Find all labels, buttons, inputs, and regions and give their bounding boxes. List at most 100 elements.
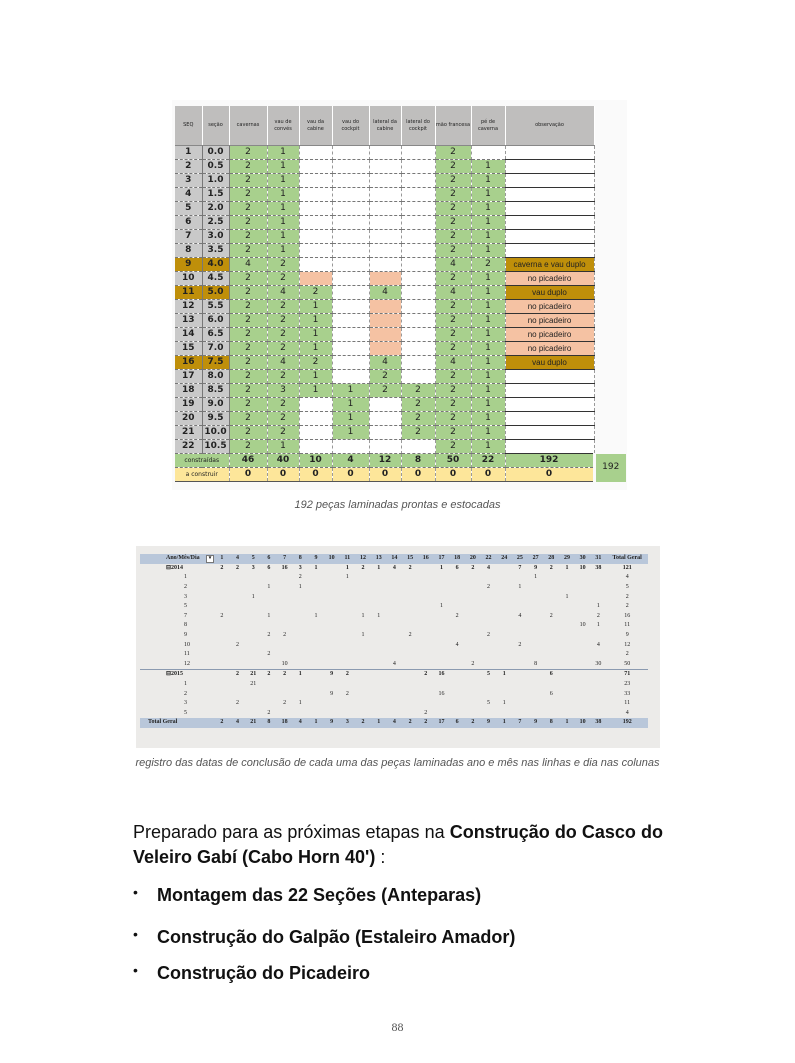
pivot-cell: 2 [402,718,418,728]
table-cell: 8 [175,243,203,258]
pivot-cell [496,689,512,699]
pivot-cell [245,660,261,670]
table-cell: 2 [435,369,472,384]
table-cell: 2 [229,299,268,314]
pivot-cell [355,621,371,631]
table-row: 16 7.5 2 4 2 4 4 1 vau duplo [175,355,626,370]
table-cell: 1 [471,355,506,370]
table-cell [401,201,436,216]
observation-cell [505,397,595,412]
pivot-cell: 2 [283,632,287,639]
pivot-cell [434,680,450,690]
spacer-cell [206,631,214,641]
pivot-cell [512,592,528,602]
spacer-cell [594,342,626,356]
row-label: 12 [140,660,206,670]
row-label-text: 2 [184,690,187,697]
pivot-cell: 2 [417,718,434,728]
table-cell [369,229,402,244]
total-cell: 4 [332,453,370,468]
pivot-cell [308,640,324,650]
pivot-cell [418,660,434,670]
column-header: lateral do cockpit [401,106,436,146]
pivot-cell [387,621,403,631]
pivot-cell [277,592,293,602]
table-cell: 2 [435,411,472,426]
table-cell: 2 [229,411,268,426]
table-cell: 2 [175,159,203,174]
spacer-cell [206,592,214,602]
table-cell [369,173,402,188]
pivot-cell [261,621,277,631]
table-cell [369,271,402,286]
body-text: Preparado para as próximas etapas na Con… [133,820,663,984]
pivot-cell [465,583,481,593]
pivot-cell [559,650,575,660]
table-cell [401,439,436,454]
pivot-cell [402,592,418,602]
pivot-header-row: Ano/Mês/Dia ▾ 1 4 5 6 7 8 9 10 11 12 13 14 15 16 17 18 20 2… [140,554,649,564]
row-label-text: ⊟2015 [166,671,184,678]
pivot-cell: 16 [281,564,288,571]
pivot-cell [230,612,246,622]
spacer-cell [594,440,626,454]
pivot-cell [261,640,277,650]
spacer-cell [594,160,626,174]
pivot-cell: 9 [323,669,340,680]
table-cell: 4 [267,285,300,300]
pivot-cell [559,680,575,690]
table-cell [401,327,436,342]
pivot-cell [591,699,607,709]
pieces-table-image: SEQ seção cavernas vau de convés vau da cabi… [172,100,627,490]
filter-button[interactable]: ▾ [206,554,214,564]
observation-cell: vau duplo [505,285,595,300]
pivot-cell [512,660,528,670]
table-row: 15 7.0 2 2 1 2 1 no picadeiro [175,341,626,356]
table-cell: 2 [435,439,472,454]
total-cell: 10 [299,453,333,468]
table-cell [299,201,333,216]
day-header: 14 [386,554,403,564]
table-cell: 2 [229,439,268,454]
table-cell [401,159,436,174]
pivot-cell: 18 [276,718,293,728]
pivot-cell: 2 [465,718,481,728]
pivot-cell: 2 [361,564,365,571]
pivot-cell [277,602,293,612]
pivot-cell: 9 [480,718,497,728]
pivot-cell: 1 [308,718,324,728]
pivot-cell [261,660,277,670]
pivot-cell [402,612,418,622]
pivot-cell [418,699,434,709]
spacer-cell [594,314,626,328]
pivot-row: 1 2 1 1 4 [140,573,648,583]
pivot-cell [496,640,512,650]
table-cell [471,145,506,160]
table-cell: 2 [229,187,268,202]
pivot-cell: 1 [361,612,365,619]
table-cell: 4 [229,257,268,272]
table-cell: 2 [229,383,268,398]
table-cell: 2 [435,173,472,188]
pivot-cell [371,640,387,650]
column-header: seção [202,106,230,146]
table-cell: 2 [435,327,472,342]
pivot-cell [559,631,575,641]
pivot-cell: 1 [534,574,538,581]
spacer-cell [594,216,626,230]
table-cell [369,159,402,174]
table-cell: 2 [435,243,472,258]
table-cell: 1 [175,145,203,160]
row-total: 50 [624,660,631,667]
row-label-text: 11 [184,651,190,658]
table-cell [299,187,333,202]
table-cell: 2 [435,313,472,328]
table-cell: 5.0 [202,285,230,300]
pivot-cell: 30 [595,660,602,667]
table-cell: 10.5 [202,439,230,454]
pivot-cell [387,699,403,709]
column-header: vau de convés [267,106,300,146]
day-header: 25 [512,554,528,564]
table-cell: 2 [229,313,268,328]
pivot-cell: 2 [236,641,240,648]
